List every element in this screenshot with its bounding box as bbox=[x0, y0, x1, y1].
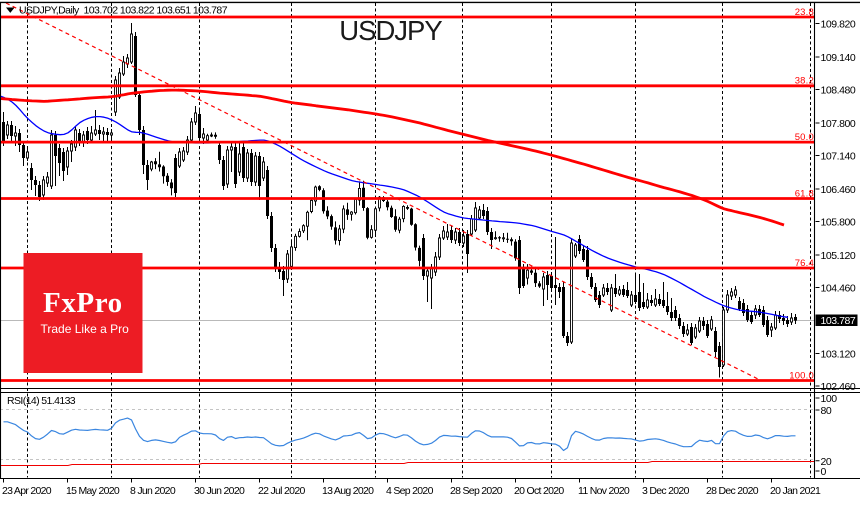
svg-text:103.120: 103.120 bbox=[821, 349, 856, 361]
svg-text:38.2: 38.2 bbox=[795, 76, 814, 87]
svg-text:23.8: 23.8 bbox=[795, 7, 814, 18]
svg-text:RSI(14) 51.4133: RSI(14) 51.4133 bbox=[7, 395, 76, 407]
svg-text:28 Dec 2020: 28 Dec 2020 bbox=[706, 485, 759, 497]
svg-text:104.460: 104.460 bbox=[821, 283, 856, 295]
svg-text:8 Jun 2020: 8 Jun 2020 bbox=[130, 485, 176, 497]
svg-text:4 Sep 2020: 4 Sep 2020 bbox=[386, 485, 434, 497]
svg-text:11 Nov 2020: 11 Nov 2020 bbox=[578, 485, 630, 497]
svg-text:105.120: 105.120 bbox=[821, 250, 856, 262]
svg-text:102.460: 102.460 bbox=[821, 381, 856, 393]
svg-text:100.0: 100.0 bbox=[789, 370, 814, 381]
svg-text:61.8: 61.8 bbox=[795, 188, 814, 199]
svg-text:108.480: 108.480 bbox=[821, 85, 856, 97]
svg-text:109.140: 109.140 bbox=[821, 52, 856, 64]
svg-text:76.4: 76.4 bbox=[795, 258, 814, 269]
svg-text:107.140: 107.140 bbox=[821, 151, 856, 163]
svg-text:13 Aug 2020: 13 Aug 2020 bbox=[322, 485, 374, 497]
svg-text:109.820: 109.820 bbox=[821, 19, 856, 31]
svg-text:103.787: 103.787 bbox=[821, 315, 856, 327]
svg-text:3 Dec 2020: 3 Dec 2020 bbox=[642, 485, 690, 497]
svg-text:100: 100 bbox=[821, 393, 838, 405]
svg-text:22 Jul 2020: 22 Jul 2020 bbox=[258, 485, 305, 497]
svg-text:USDJPY,Daily 103.702 103.822: USDJPY,Daily 103.702 103.822 103.651 103… bbox=[19, 5, 228, 17]
svg-text:30 Jun 2020: 30 Jun 2020 bbox=[194, 485, 245, 497]
svg-text:28 Sep 2020: 28 Sep 2020 bbox=[450, 485, 503, 497]
svg-text:20 Oct 2020: 20 Oct 2020 bbox=[514, 485, 564, 497]
svg-text:FxPro: FxPro bbox=[43, 287, 123, 319]
svg-text:USDJPY: USDJPY bbox=[339, 15, 442, 46]
svg-text:20 Jan 2021: 20 Jan 2021 bbox=[770, 485, 821, 497]
svg-text:23 Apr 2020: 23 Apr 2020 bbox=[2, 485, 52, 497]
svg-text:107.800: 107.800 bbox=[821, 118, 856, 130]
svg-text:15 May 2020: 15 May 2020 bbox=[66, 485, 120, 497]
svg-text:Trade Like a Pro: Trade Like a Pro bbox=[41, 322, 130, 336]
svg-text:50.0: 50.0 bbox=[795, 132, 814, 143]
svg-text:80: 80 bbox=[821, 405, 832, 417]
svg-text:105.800: 105.800 bbox=[821, 217, 856, 229]
svg-text:0: 0 bbox=[821, 466, 827, 478]
svg-text:20: 20 bbox=[821, 456, 832, 468]
svg-text:106.460: 106.460 bbox=[821, 184, 856, 196]
